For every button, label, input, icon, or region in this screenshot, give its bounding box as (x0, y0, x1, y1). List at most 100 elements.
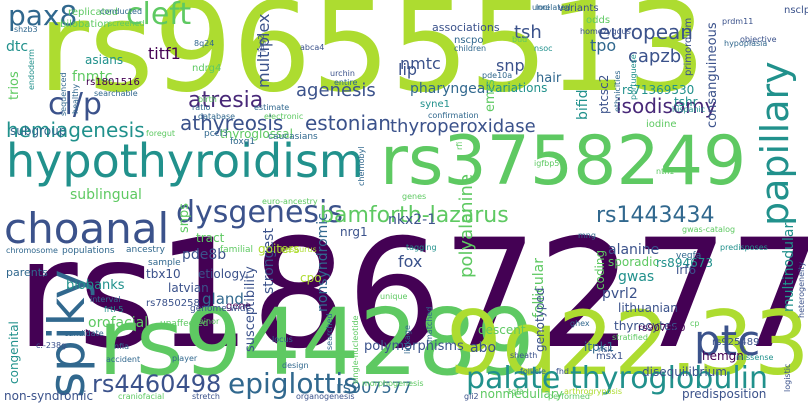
word: snps (177, 202, 192, 233)
word: variations (488, 81, 548, 95)
word: gwas (618, 269, 655, 285)
word: genome-wide (190, 304, 252, 314)
word: single-nucleotide (351, 315, 360, 384)
word: gwas-catalog (682, 225, 736, 234)
word: nsclp (784, 5, 808, 16)
word: jag2 (257, 34, 266, 52)
word: polymorphisms (364, 339, 464, 354)
word: foxq1 (230, 137, 256, 147)
word: syne1 (420, 99, 450, 110)
word: sequenced (59, 72, 68, 116)
word: bamforth-lazarus (320, 203, 509, 228)
word: logistic (783, 363, 792, 392)
word: multinodular (781, 222, 797, 312)
word: emrs (483, 79, 498, 112)
word: design (282, 361, 309, 370)
word: 8q24 (194, 39, 215, 48)
word: genes (402, 192, 427, 201)
word: morphogenesis (362, 379, 424, 388)
word: nrg1 (340, 225, 368, 239)
word: cl/p (48, 87, 102, 122)
word: screened (108, 19, 145, 28)
word: loci (536, 3, 550, 12)
word: goiters (258, 242, 300, 256)
word: tbx10 (146, 267, 181, 281)
word: asians (85, 53, 124, 67)
word: prdm11 (722, 17, 754, 26)
word: lithuanian (618, 301, 678, 315)
word: stratified (612, 333, 648, 342)
word: euro-ancestry (262, 197, 318, 206)
word: variants (558, 3, 599, 14)
word: predisposes (720, 243, 768, 252)
word: predisposition (682, 387, 767, 401)
word: tsh (514, 22, 542, 43)
word: conducted (100, 7, 143, 16)
word: dysgenesis (176, 195, 343, 230)
word: rs907580 (638, 323, 686, 334)
word: coding (593, 249, 607, 290)
word: non-syndromic (4, 389, 94, 403)
word: rs3758249 (380, 122, 747, 201)
word: rs1801516 (86, 77, 140, 88)
word: entire (334, 78, 358, 87)
word: healthy (71, 83, 80, 114)
word: rs944289 (98, 289, 535, 396)
word: descent (478, 323, 526, 337)
word: cp (690, 319, 700, 328)
word: pde10a (482, 71, 513, 80)
word: locus (272, 335, 293, 344)
word: itpk1 (584, 340, 615, 354)
word: etiology (198, 267, 247, 281)
word: ndrg4 (192, 63, 222, 74)
word: missense (736, 353, 774, 362)
word: database (198, 112, 236, 121)
word: chernobyl (357, 146, 366, 186)
word: parents (6, 266, 48, 279)
word: ghex (570, 319, 590, 328)
word: portuguese (629, 54, 638, 100)
word: pvrl2 (602, 286, 638, 302)
word: gli2 (464, 392, 479, 401)
word: pharyngeal (410, 81, 490, 97)
word: disequilibrium (642, 365, 727, 379)
word: nscpo (454, 35, 484, 46)
word: populations (62, 246, 115, 256)
word: unrelated (532, 3, 571, 12)
word: nfia (114, 342, 130, 351)
word: fnmtc (72, 69, 113, 85)
word: dtc (6, 39, 29, 55)
word: tagging (406, 243, 437, 252)
word: iodine (646, 119, 677, 130)
word: searched (325, 313, 334, 350)
word: candidate (64, 329, 104, 338)
word: papillary (753, 61, 797, 226)
word: primordium (683, 17, 694, 76)
word: unique (380, 292, 408, 301)
word: frtl-5 (104, 305, 124, 314)
word: nsoc (534, 44, 553, 53)
word: pccl3 (204, 129, 228, 139)
word: epiglottis (228, 367, 358, 400)
word: european (598, 20, 693, 44)
word: pde8b (182, 247, 227, 263)
word: rs1443434 (596, 203, 715, 228)
word: snp (496, 56, 525, 75)
word: arthrogryposis (564, 387, 623, 396)
word: rs71369530 (622, 83, 695, 97)
word: ptcsc2 (597, 74, 611, 114)
word: athyreosis (180, 111, 284, 135)
word: subgroup (10, 124, 67, 138)
word: fhd (556, 367, 569, 376)
word: 9q22.33 (446, 292, 808, 395)
word: endoderm (27, 49, 36, 90)
word: hispanic (672, 105, 706, 114)
word: msx1 (596, 351, 624, 362)
word: nmtc (400, 54, 441, 73)
word: matched (425, 306, 434, 342)
word: hair (536, 71, 562, 86)
word: genotyped (533, 287, 547, 352)
word: tpo (590, 36, 617, 55)
word: mng (578, 231, 596, 240)
word: stretch (192, 392, 220, 401)
